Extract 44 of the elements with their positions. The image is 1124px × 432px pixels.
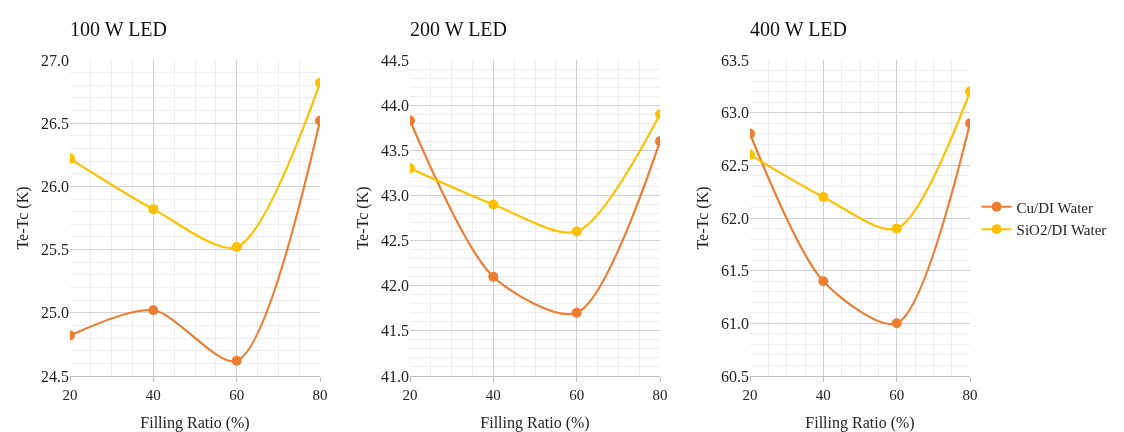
chart-title: 100 W LED — [70, 17, 168, 40]
legend-label: Cu/DI Water — [1016, 199, 1094, 216]
y-tick-label: 41.0 — [381, 367, 409, 385]
y-tick-label: 63.5 — [721, 51, 749, 69]
x-tick-label: 40 — [485, 387, 501, 403]
y-tick-label: 63.0 — [721, 104, 749, 122]
x-axis-title: Filling Ratio (%) — [805, 414, 915, 432]
x-tick-label: 60 — [889, 387, 905, 403]
y-tick-label: 43.0 — [381, 187, 409, 205]
y-tick-label: 26.5 — [41, 114, 69, 132]
y-tick-label: 42.5 — [381, 232, 409, 250]
y-axis-title: Te-Tc (K) — [14, 186, 32, 250]
x-tick-label: 20 — [742, 387, 758, 403]
y-tick-label: 61.0 — [721, 314, 749, 332]
x-tick-label: 60 — [229, 387, 245, 403]
y-tick-label: 44.5 — [381, 51, 409, 69]
x-tick-label: 20 — [62, 387, 78, 403]
chart-title: 400 W LED — [750, 17, 848, 40]
x-axis-title: Filling Ratio (%) — [140, 414, 250, 432]
y-tick-label: 43.5 — [381, 141, 409, 159]
y-tick-label: 25.0 — [41, 304, 69, 322]
y-tick-label: 62.5 — [721, 156, 749, 174]
y-tick-label: 44.0 — [381, 96, 409, 114]
y-tick-label: 41.5 — [381, 322, 409, 340]
y-axis-title: Te-Tc (K) — [694, 186, 712, 250]
x-tick-label: 80 — [962, 387, 978, 403]
y-tick-label: 60.5 — [721, 367, 749, 385]
legend-label: SiO2/DI Water — [1016, 222, 1107, 239]
y-tick-label: 27.0 — [41, 51, 69, 69]
x-tick-label: 40 — [815, 387, 831, 403]
y-tick-label: 24.5 — [41, 367, 69, 385]
y-tick-label: 26.0 — [41, 178, 69, 195]
y-tick-label: 62.0 — [721, 209, 749, 227]
y-tick-label: 25.5 — [41, 241, 69, 259]
x-axis-title: Filling Ratio (%) — [480, 414, 590, 432]
y-tick-label: 42.0 — [381, 277, 409, 295]
x-tick-label: 40 — [145, 387, 161, 403]
y-tick-label: 61.5 — [721, 262, 749, 280]
x-tick-label: 80 — [312, 387, 328, 403]
chart-title: 200 W LED — [410, 17, 508, 40]
y-axis-title: Te-Tc (K) — [354, 186, 372, 250]
x-tick-label: 60 — [569, 387, 585, 403]
x-tick-label: 20 — [402, 387, 418, 403]
x-tick-label: 80 — [652, 387, 668, 403]
